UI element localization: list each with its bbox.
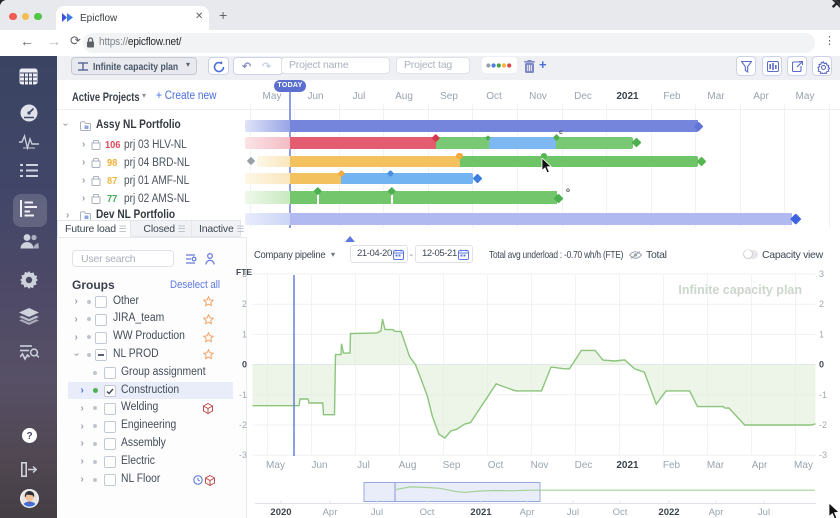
svg-text:2: 2 [819, 299, 824, 309]
svg-text:2022: 2022 [658, 507, 679, 518]
svg-text:Infinite capacity plan: Infinite capacity plan [678, 283, 802, 297]
svg-text:1: 1 [242, 329, 247, 339]
svg-text:Oct: Oct [613, 507, 628, 518]
svg-text:Jul: Jul [567, 507, 579, 518]
svg-text:0: 0 [819, 360, 824, 370]
svg-text:Apr: Apr [323, 507, 338, 518]
svg-text:3: 3 [242, 269, 247, 279]
svg-text:-3: -3 [239, 450, 247, 460]
svg-text:0: 0 [242, 360, 247, 370]
svg-text:-2: -2 [819, 420, 827, 430]
svg-text:1: 1 [819, 329, 824, 339]
svg-text:2021: 2021 [470, 507, 492, 518]
svg-text:2020: 2020 [270, 507, 291, 518]
svg-text:?: ? [26, 431, 32, 442]
svg-text:-2: -2 [239, 420, 247, 430]
svg-text:Apr: Apr [709, 507, 724, 518]
svg-text:-1: -1 [239, 390, 247, 400]
svg-text:Apr: Apr [520, 507, 535, 518]
svg-text:2: 2 [242, 299, 247, 309]
svg-text:Jul: Jul [758, 507, 770, 518]
svg-text:Oct: Oct [420, 507, 435, 518]
svg-text:-3: -3 [819, 450, 827, 460]
svg-text:3: 3 [819, 269, 824, 279]
svg-text:-1: -1 [819, 390, 827, 400]
svg-text:Jul: Jul [371, 507, 383, 518]
